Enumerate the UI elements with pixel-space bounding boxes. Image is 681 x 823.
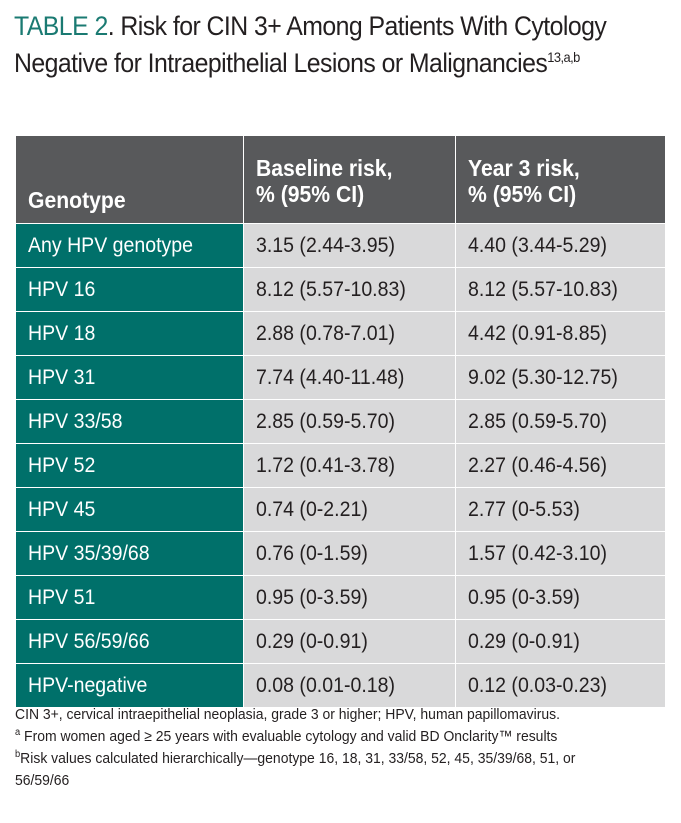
year3-risk-cell: 0.12 (0.03-0.23): [455, 663, 666, 708]
footnote-a: a From women aged ≥ 25 years with evalua…: [15, 727, 558, 746]
genotype-cell: HPV 18: [15, 311, 244, 356]
genotype-cell: Any HPV genotype: [15, 223, 244, 268]
table-row: HPV 18 2.88 (0.78-7.01) 4.42 (0.91-8.85): [15, 311, 666, 356]
baseline-risk-cell: 0.08 (0.01-0.18): [243, 663, 456, 708]
genotype-cell: HPV 56/59/66: [15, 619, 244, 664]
footnote-b: bRisk values calculated hierarchically—g…: [15, 749, 576, 790]
table-row: HPV-negative 0.08 (0.01-0.18) 0.12 (0.03-0…: [15, 663, 666, 708]
year3-risk-cell: 9.02 (5.30-12.75): [455, 355, 666, 400]
baseline-risk-cell: 1.72 (0.41-3.78): [243, 443, 456, 488]
baseline-risk-cell: 2.85 (0.59-5.70): [243, 399, 456, 444]
baseline-risk-cell: 7.74 (4.40-11.48): [243, 355, 456, 400]
title-references: 13,a,b: [547, 49, 580, 65]
baseline-risk-cell: 0.29 (0-0.91): [243, 619, 456, 664]
year3-risk-cell: 2.27 (0.46-4.56): [455, 443, 666, 488]
table-title-text: . Risk for CIN 3+ Among Patients With Cy…: [14, 11, 607, 78]
footnote-abbreviations: CIN 3+, cervical intraepithelial neoplas…: [15, 706, 560, 723]
table-row: HPV 31 7.74 (4.40-11.48) 9.02 (5.30-12.75): [15, 355, 666, 400]
header-genotype: Genotype: [15, 135, 244, 224]
genotype-cell: HPV 35/39/68: [15, 531, 244, 576]
table-row: HPV 56/59/66 0.29 (0-0.91) 0.29 (0-0.91): [15, 619, 666, 664]
year3-risk-cell: 4.42 (0.91-8.85): [455, 311, 666, 356]
header-row: Genotype Baseline risk,% (95% CI) Year 3…: [15, 135, 666, 224]
genotype-cell: HPV-negative: [15, 663, 244, 708]
footnotes: CIN 3+, cervical intraepithelial neoplas…: [15, 704, 675, 792]
year3-risk-cell: 2.85 (0.59-5.70): [455, 399, 666, 444]
table-row: HPV 52 1.72 (0.41-3.78) 2.27 (0.46-4.56): [15, 443, 666, 488]
baseline-risk-cell: 0.95 (0-3.59): [243, 575, 456, 620]
year3-risk-cell: 0.95 (0-3.59): [455, 575, 666, 620]
baseline-risk-cell: 2.88 (0.78-7.01): [243, 311, 456, 356]
year3-risk-cell: 0.29 (0-0.91): [455, 619, 666, 664]
table-row: HPV 45 0.74 (0-2.21) 2.77 (0-5.53): [15, 487, 666, 532]
table-row: HPV 35/39/68 0.76 (0-1.59) 1.57 (0.42-3.10…: [15, 531, 666, 576]
table-row: Any HPV genotype 3.15 (2.44-3.95) 4.40 (3.…: [15, 223, 666, 268]
table-number: TABLE 2: [14, 11, 108, 41]
baseline-risk-cell: 8.12 (5.57-10.83): [243, 267, 456, 312]
genotype-cell: HPV 16: [15, 267, 244, 312]
year3-risk-cell: 2.77 (0-5.53): [455, 487, 666, 532]
risk-table: Genotype Baseline risk,% (95% CI) Year 3…: [15, 135, 666, 708]
table-row: HPV 33/58 2.85 (0.59-5.70) 2.85 (0.59-5.70…: [15, 399, 666, 444]
header-year3-risk: Year 3 risk,% (95% CI): [455, 135, 666, 224]
genotype-cell: HPV 31: [15, 355, 244, 400]
table-title: TABLE 2. Risk for CIN 3+ Among Patients …: [14, 8, 621, 82]
table-row: HPV 51 0.95 (0-3.59) 0.95 (0-3.59): [15, 575, 666, 620]
year3-risk-cell: 1.57 (0.42-3.10): [455, 531, 666, 576]
year3-risk-cell: 8.12 (5.57-10.83): [455, 267, 666, 312]
header-baseline-risk: Baseline risk,% (95% CI): [243, 135, 456, 224]
table-row: HPV 16 8.12 (5.57-10.83) 8.12 (5.57-10.83): [15, 267, 666, 312]
baseline-risk-cell: 0.74 (0-2.21): [243, 487, 456, 532]
genotype-cell: HPV 33/58: [15, 399, 244, 444]
baseline-risk-cell: 0.76 (0-1.59): [243, 531, 456, 576]
year3-risk-cell: 4.40 (3.44-5.29): [455, 223, 666, 268]
genotype-cell: HPV 45: [15, 487, 244, 532]
baseline-risk-cell: 3.15 (2.44-3.95): [243, 223, 456, 268]
genotype-cell: HPV 51: [15, 575, 244, 620]
genotype-cell: HPV 52: [15, 443, 244, 488]
